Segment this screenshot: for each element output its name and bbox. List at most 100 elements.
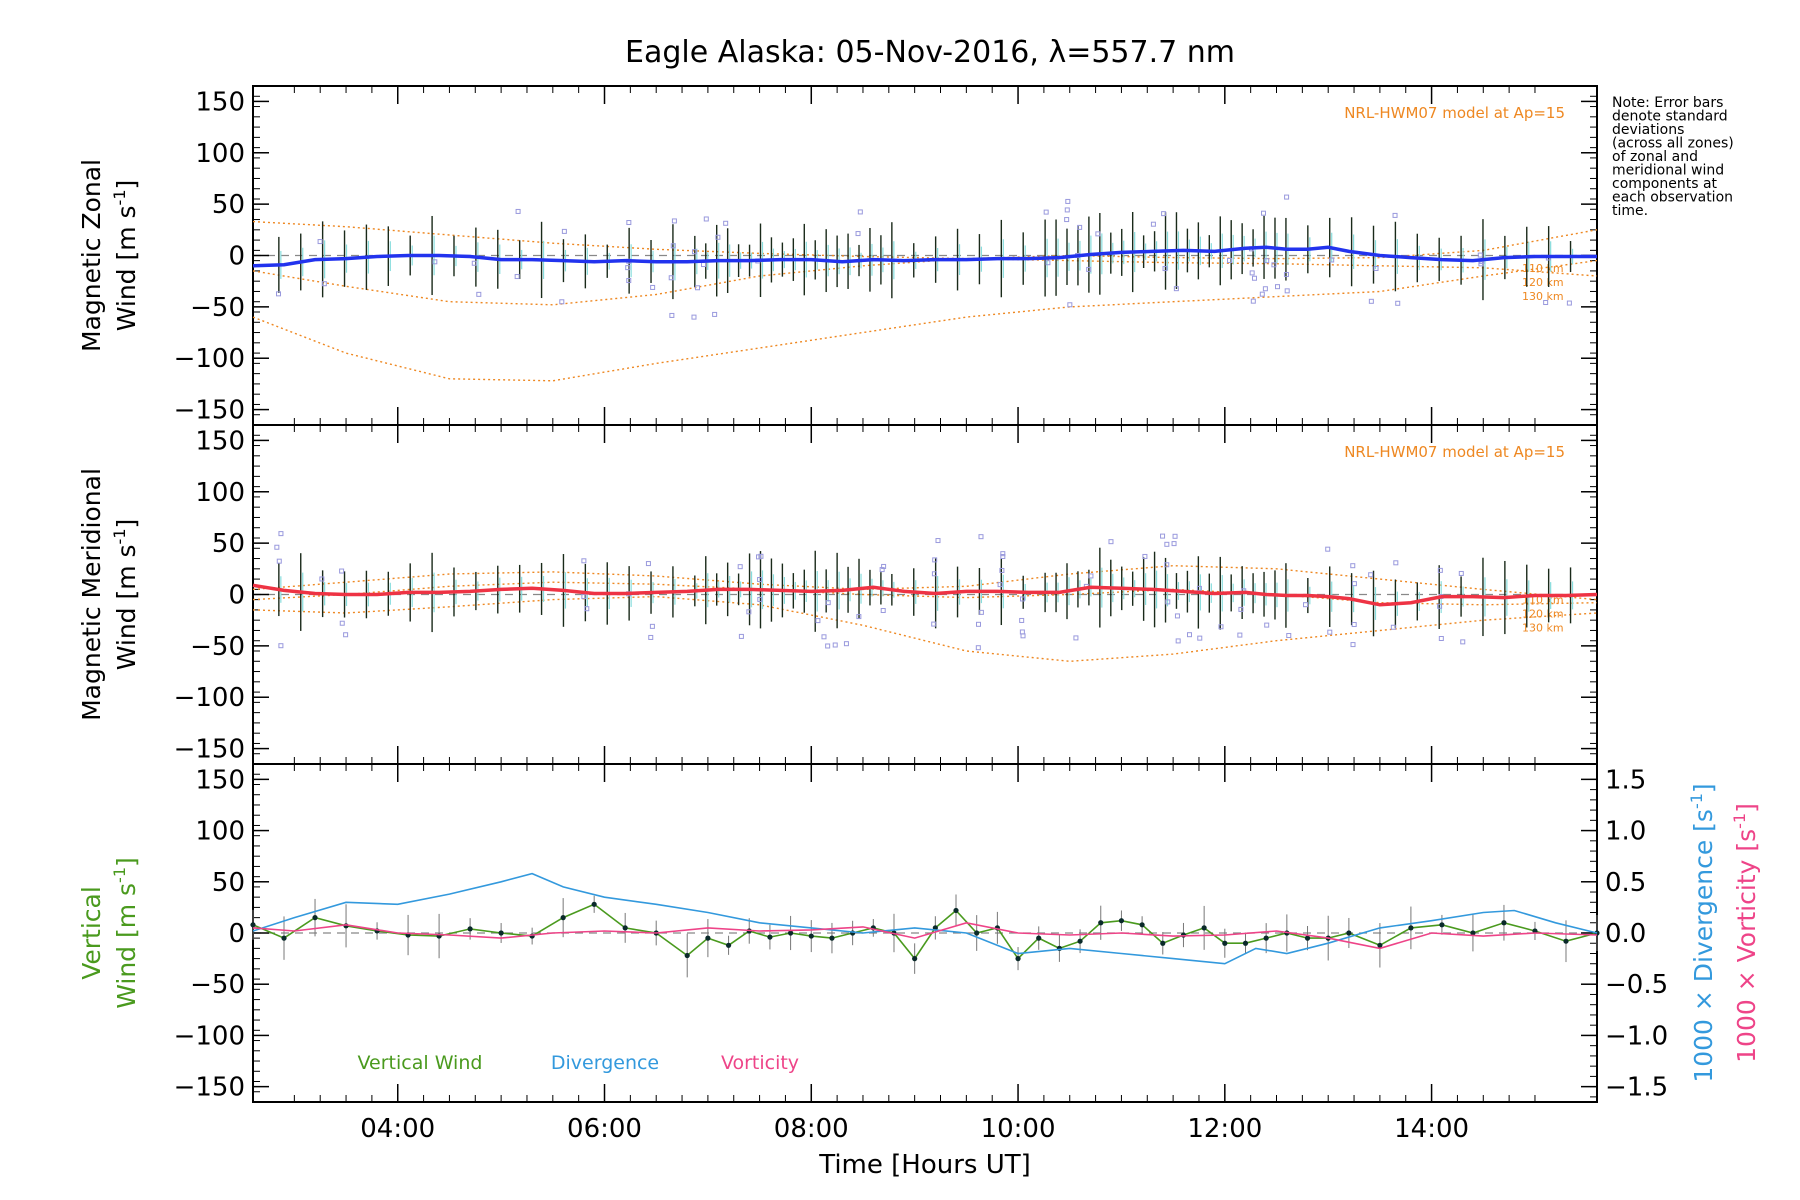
vertical-wind-point bbox=[808, 933, 814, 939]
scatter-box bbox=[1283, 272, 1289, 278]
note-line: Note: Error bars bbox=[1612, 95, 1723, 111]
scatter-box bbox=[758, 553, 764, 559]
scatter-box bbox=[649, 623, 655, 629]
scatter-box bbox=[1160, 533, 1166, 539]
scatter-box bbox=[1437, 603, 1443, 609]
series-divergence bbox=[252, 872, 1598, 965]
scatter-box bbox=[581, 594, 587, 600]
scatter-box bbox=[648, 634, 654, 640]
scatter-box bbox=[1458, 570, 1464, 576]
vertical-wind-point bbox=[1160, 940, 1166, 946]
scatter-box bbox=[999, 567, 1005, 573]
vertical-wind-point bbox=[1077, 938, 1083, 944]
scatter-box bbox=[1543, 300, 1549, 306]
scatter-box bbox=[671, 218, 677, 224]
scatter-box bbox=[1000, 554, 1006, 560]
vertical-wind-point bbox=[560, 915, 566, 921]
scatter-box bbox=[1065, 198, 1071, 204]
vertical-wind-point bbox=[1242, 940, 1249, 946]
vertical-wind-point bbox=[498, 930, 504, 936]
scatter-box bbox=[712, 311, 718, 317]
scatter-box bbox=[932, 557, 938, 563]
scatter-box bbox=[317, 239, 323, 245]
scatter-box bbox=[650, 284, 656, 290]
y2-axis-label-vorticity: 1000 × Vorticity [s-1] bbox=[1730, 803, 1761, 1063]
scatter-box bbox=[321, 281, 327, 287]
scatter-box bbox=[1150, 221, 1156, 227]
legend-entry: Divergence bbox=[551, 1052, 659, 1074]
scatter-box bbox=[1251, 275, 1257, 281]
scatter-box bbox=[978, 609, 984, 615]
scatter-box bbox=[1186, 632, 1192, 638]
scatter-box bbox=[1173, 286, 1179, 292]
scatter-box bbox=[584, 606, 590, 612]
scatter-box bbox=[1043, 209, 1049, 215]
scatter-box bbox=[1329, 257, 1335, 263]
scatter-box bbox=[1073, 635, 1079, 641]
y-tick-label: 0 bbox=[228, 242, 245, 272]
scatter-box bbox=[1171, 541, 1177, 547]
scatter-box bbox=[1108, 539, 1114, 545]
scatter-box bbox=[669, 312, 675, 318]
vertical-wind-point bbox=[1139, 922, 1145, 928]
scatter-box bbox=[1250, 298, 1256, 304]
vertical-wind-point bbox=[1563, 938, 1569, 944]
scatter-box bbox=[1064, 207, 1070, 213]
scatter-box bbox=[581, 558, 587, 564]
altitude-label: 130 km bbox=[1522, 290, 1564, 303]
scatter-box bbox=[1067, 302, 1073, 308]
y-tick-label: −100 bbox=[174, 1021, 245, 1051]
model-label: NRL-HWM07 model at Ap=15 bbox=[1344, 443, 1565, 461]
scatter-box bbox=[668, 275, 674, 281]
scatter-box bbox=[1351, 622, 1357, 628]
scatter-box bbox=[691, 314, 697, 320]
scatter-box bbox=[757, 596, 763, 602]
y-tick-label: −150 bbox=[174, 735, 245, 765]
vertical-wind-point bbox=[1408, 925, 1414, 931]
scatter-box bbox=[737, 564, 743, 570]
scatter-box bbox=[1095, 231, 1101, 237]
y-tick-label: 150 bbox=[195, 765, 245, 795]
scatter-box bbox=[978, 534, 984, 540]
scatter-box bbox=[1237, 632, 1243, 638]
scatter-box bbox=[1350, 642, 1356, 648]
note-line: time. bbox=[1612, 203, 1648, 219]
vertical-wind-point bbox=[912, 956, 918, 962]
x-tick-label: 14:00 bbox=[1394, 1114, 1469, 1144]
scatter-box bbox=[1261, 210, 1267, 216]
scatter-box bbox=[1460, 639, 1466, 645]
scatter-box bbox=[1172, 533, 1178, 539]
y-tick-label: 150 bbox=[195, 426, 245, 456]
scatter-box bbox=[559, 299, 565, 305]
scatter-box bbox=[1350, 563, 1356, 569]
scatter-box bbox=[746, 609, 752, 615]
scatter-box bbox=[975, 645, 981, 651]
panel-zonal: 150 100 50 0 −50 −100 −150 Magnetic Zonal Wind [… bbox=[77, 85, 1598, 426]
scatter-box bbox=[1164, 541, 1170, 547]
scatter-box bbox=[1264, 622, 1270, 628]
scatter-box bbox=[1197, 635, 1203, 641]
altitude-label: 110 km bbox=[1522, 262, 1564, 275]
scatter-box bbox=[1303, 602, 1309, 608]
scatter-box bbox=[997, 582, 1003, 588]
vertical-wind-point bbox=[1501, 920, 1507, 926]
scatter-box bbox=[1275, 284, 1281, 290]
scatter-box bbox=[856, 614, 862, 620]
scatter-box bbox=[843, 641, 849, 647]
model-curves bbox=[252, 220, 1598, 382]
scatter-box bbox=[343, 632, 349, 638]
y-tick-label: −50 bbox=[190, 293, 245, 323]
scatter-box bbox=[515, 208, 521, 214]
scatter-box bbox=[935, 538, 941, 544]
scatter-box bbox=[1438, 636, 1444, 642]
x-tick-label: 06:00 bbox=[567, 1114, 642, 1144]
scatter-box bbox=[1077, 224, 1083, 230]
y-tick-label: −100 bbox=[174, 344, 245, 374]
scatter-box bbox=[855, 231, 861, 237]
scatter-box bbox=[274, 544, 280, 550]
vertical-wind-point bbox=[788, 930, 794, 936]
vertical-wind-point bbox=[622, 925, 628, 931]
wind-series-line bbox=[252, 245, 1597, 268]
y-axis-label: Vertical bbox=[77, 886, 106, 980]
